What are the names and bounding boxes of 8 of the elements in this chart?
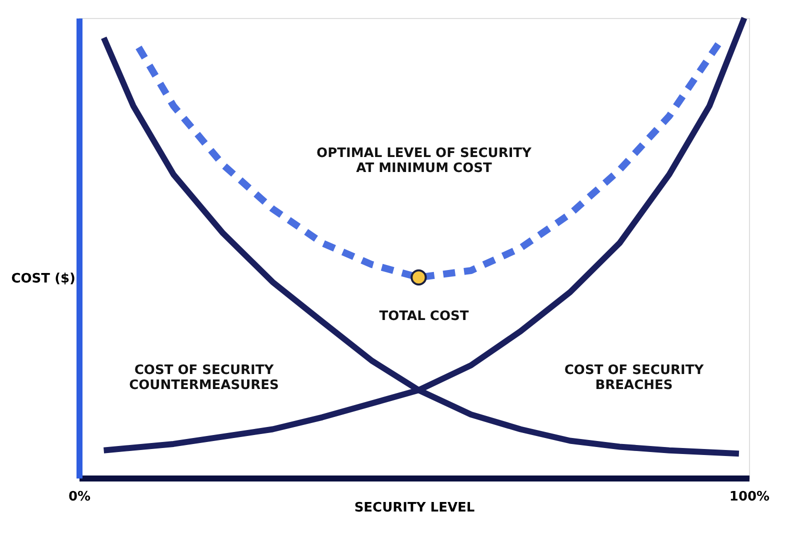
annotation: COST OF SECURITY COUNTERMEASURES: [129, 363, 279, 393]
x-axis-title: SECURITY LEVEL: [354, 500, 475, 516]
annotation: TOTAL COST: [379, 309, 469, 324]
annotation: COST OF SECURITY BREACHES: [564, 363, 704, 393]
y-axis-title: COST ($): [11, 272, 76, 286]
x-tick-label: 0%: [68, 490, 91, 504]
annotation: OPTIMAL LEVEL OF SECURITY AT MINIMUM COST: [316, 146, 532, 176]
x-tick-label: 100%: [729, 490, 770, 504]
